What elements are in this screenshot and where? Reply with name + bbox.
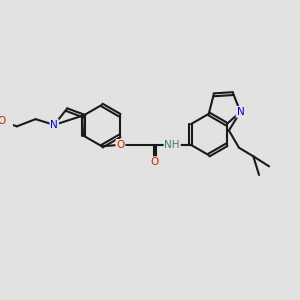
- Text: NH: NH: [164, 140, 180, 150]
- Text: O: O: [151, 157, 159, 167]
- Text: N: N: [50, 120, 58, 130]
- Text: O: O: [0, 116, 5, 126]
- Text: O: O: [116, 140, 124, 150]
- Text: N: N: [236, 107, 244, 117]
